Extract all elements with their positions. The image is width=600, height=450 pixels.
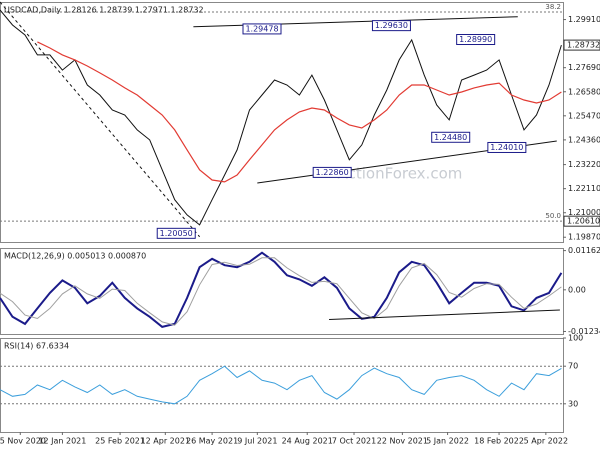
series-line (0, 365, 562, 405)
series-line (0, 257, 562, 326)
x-tick-label: 26 May 2021 (186, 437, 238, 446)
x-tick-label: 24 Aug 2021 (282, 437, 333, 446)
trend-line (0, 1, 201, 238)
x-tick-label: 12 Apr 2021 (141, 437, 190, 446)
annotation-box (371, 20, 411, 32)
x-tick-label: 7 Oct 2021 (332, 437, 376, 446)
y-tick-label: 1.25470 (568, 111, 600, 120)
y-tick-label: 0.00 (568, 285, 586, 294)
x-tick-label: 25 Nov 2020 (0, 437, 46, 446)
x-tick-label: 18 Feb 2022 (474, 437, 524, 446)
y-tick-label: -0.012348 (568, 327, 600, 336)
annotation-box (242, 23, 282, 35)
annotation-label: 1.29478 (245, 24, 278, 33)
watermark: ActionForex.com (338, 165, 463, 183)
panel-title: MACD(12,26,9) 0.005013 0.000870 (4, 252, 146, 261)
annotation-box (487, 141, 527, 153)
y-tick-label: 30 (568, 399, 578, 408)
level-label: 50.0 (545, 212, 561, 220)
panel-title: USDCAD,Daily 1.28126 1.28739 1.27971 1.2… (4, 6, 204, 15)
y-tick-label: 1.24360 (568, 135, 600, 144)
annotation-label: 1.24010 (490, 143, 523, 152)
trend-line (329, 309, 560, 320)
y-tick-label: 0.011629 (568, 246, 600, 255)
y-tick-label: 1.29910 (568, 15, 600, 24)
price-marker (563, 39, 600, 51)
x-tick-label: 5 Jan 2022 (426, 437, 469, 446)
price-marker-label: 1.28732 (567, 41, 600, 50)
annotation-box (456, 34, 496, 46)
annotation-box (156, 227, 196, 239)
annotation-label: 1.22860 (316, 168, 349, 177)
level-label: 38.2 (545, 3, 561, 11)
x-tick-label: 25 Feb 2021 (95, 437, 145, 446)
panel-title: RSI(14) 67.6334 (4, 342, 69, 351)
y-tick-label: 1.21000 (568, 208, 600, 217)
panel-frame (0, 338, 564, 433)
x-tick-label: 12 Jan 2021 (38, 437, 86, 446)
price-marker (563, 215, 600, 227)
x-tick-label: 5 Apr 2022 (524, 437, 568, 446)
y-tick-label: 1.19870 (568, 233, 600, 242)
series-line (0, 251, 563, 328)
y-tick-label: 100 (568, 334, 583, 343)
panel-frame (0, 248, 564, 335)
annotation-label: 1.20050 (160, 229, 193, 238)
series-line (37, 41, 562, 183)
annotation-box (431, 131, 471, 143)
x-tick-label: 22 Nov 2021 (377, 437, 428, 446)
annotation-label: 1.29630 (375, 21, 408, 30)
y-tick-label: 1.26580 (568, 87, 600, 96)
y-tick-label: 1.27690 (568, 63, 600, 72)
annotation-box (312, 166, 352, 178)
x-tick-label: 9 Jul 2021 (237, 437, 277, 446)
panel-frame (0, 2, 564, 243)
y-tick-label: 1.22110 (568, 184, 600, 193)
annotation-label: 1.28990 (459, 35, 492, 44)
annotation-label: 1.24480 (434, 133, 467, 142)
price-marker-label: 1.20610 (567, 217, 600, 226)
y-tick-label: 70 (568, 362, 578, 371)
series-line (0, 9, 562, 226)
trend-line (193, 16, 518, 28)
y-tick-label: 1.23220 (568, 160, 600, 169)
